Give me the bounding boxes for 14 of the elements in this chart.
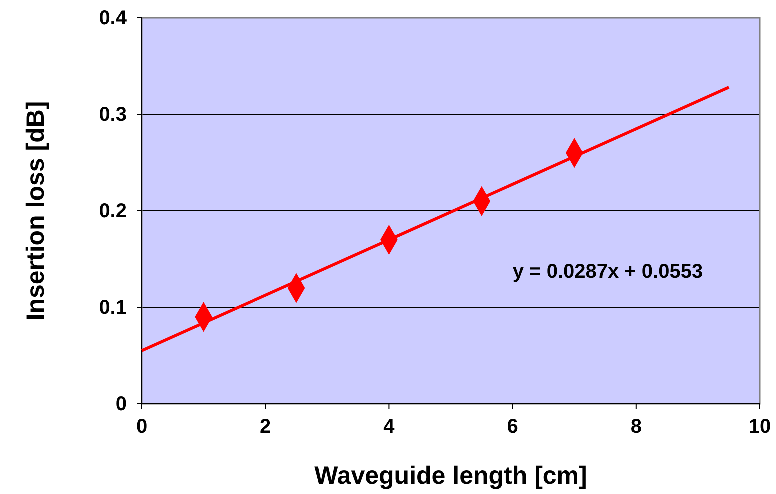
- x-tick-label: 0: [136, 416, 148, 438]
- x-tick-label: 2: [260, 416, 272, 438]
- annotation: y = 0.0287x + 0.0553: [512, 261, 704, 283]
- y-tick-label: 0: [116, 393, 127, 416]
- x-tick-label: 6: [507, 416, 518, 438]
- y-tick-label: 0.2: [99, 200, 127, 222]
- y-tick-label: 0.3: [99, 104, 127, 126]
- x-tick-label: 8: [630, 416, 642, 438]
- y-tick-label: 0.1: [99, 296, 127, 319]
- x-tick-label: 10: [748, 416, 772, 438]
- y-axis-title: Insertion loss [dB]: [22, 101, 50, 321]
- x-axis-title: Waveguide length [cm]: [314, 462, 588, 490]
- x-tick-label: 4: [384, 416, 396, 438]
- y-tick-label: 0.4: [99, 7, 128, 30]
